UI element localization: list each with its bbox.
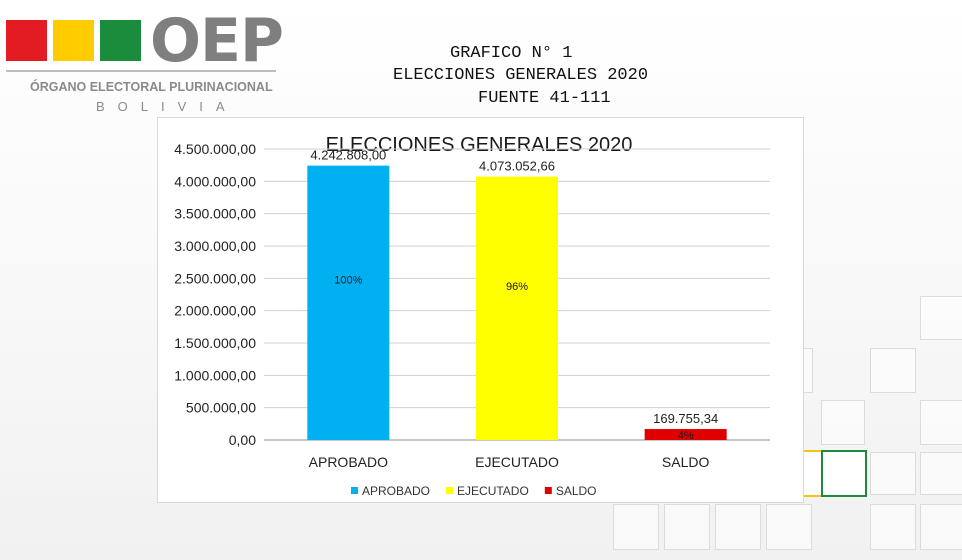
background-square [920, 400, 962, 445]
percent-label: 100% [334, 275, 362, 287]
y-tick-label: 4.500.000,00 [174, 141, 256, 157]
logo-wordmark: OEP [150, 6, 284, 76]
percent-label: 96% [506, 281, 528, 293]
logo-country: BOLIVIA [96, 99, 238, 114]
header-line-2: ELECCIONES GENERALES 2020 [393, 66, 649, 85]
background-square [715, 504, 761, 550]
header-line-1: GRAFICO N° 1 [450, 44, 573, 63]
y-tick-label: 3.500.000,00 [174, 206, 256, 222]
background-square [766, 504, 812, 550]
x-tick-label: APROBADO [309, 454, 388, 470]
header-line-3: FUENTE 41-111 [478, 89, 611, 108]
y-tick-label: 3.000.000,00 [174, 238, 256, 254]
y-tick-label: 0,00 [229, 432, 256, 448]
percent-label: 4% [678, 430, 694, 442]
legend-entry: EJECUTADO [457, 484, 529, 498]
legend-entry: APROBADO [362, 484, 430, 498]
legend-swatch [351, 487, 358, 494]
chart-title: ELECCIONES GENERALES 2020 [326, 134, 633, 156]
y-tick-label: 500.000,00 [186, 400, 256, 416]
background-square [664, 504, 710, 550]
y-tick-label: 1.500.000,00 [174, 335, 256, 351]
bar-aprobado [307, 165, 390, 440]
logo-organization: ÓRGANO ELECTORAL PLURINACIONAL [30, 80, 273, 94]
logo-yellow-square [53, 20, 94, 61]
background-square [821, 400, 865, 445]
logo-divider [6, 70, 276, 72]
y-tick-label: 1.000.000,00 [174, 367, 256, 383]
background-square [870, 348, 916, 393]
bar-ejecutado [476, 176, 558, 440]
background-square [920, 296, 962, 340]
bar-chart: ELECCIONES GENERALES 2020 0,00 500.000,00 1… [174, 134, 770, 498]
y-tick-label: 2.000.000,00 [174, 303, 256, 319]
logo-green-square [100, 20, 141, 61]
legend-entry: SALDO [556, 484, 597, 498]
bar-saldo [644, 429, 727, 440]
x-tick-label: EJECUTADO [475, 454, 559, 470]
data-label: 4.073.052,66 [479, 159, 555, 174]
background-square-green [821, 450, 867, 497]
y-tick-label: 4.000.000,00 [174, 173, 256, 189]
background-square [920, 504, 962, 550]
background-square [613, 504, 659, 550]
chart-frame: ELECCIONES GENERALES 2020 0,00 500.000,00 1… [157, 117, 804, 503]
data-label: 4.242.808,00 [310, 148, 386, 163]
y-tick-label: 2.500.000,00 [174, 270, 256, 286]
legend-swatch [544, 487, 552, 494]
legend-swatch [446, 487, 454, 494]
background-square [870, 504, 916, 550]
background-square [870, 452, 916, 495]
x-tick-label: SALDO [662, 454, 710, 470]
background-square [920, 452, 962, 495]
data-label: 169.755,34 [653, 411, 718, 426]
logo-red-square [6, 20, 47, 61]
